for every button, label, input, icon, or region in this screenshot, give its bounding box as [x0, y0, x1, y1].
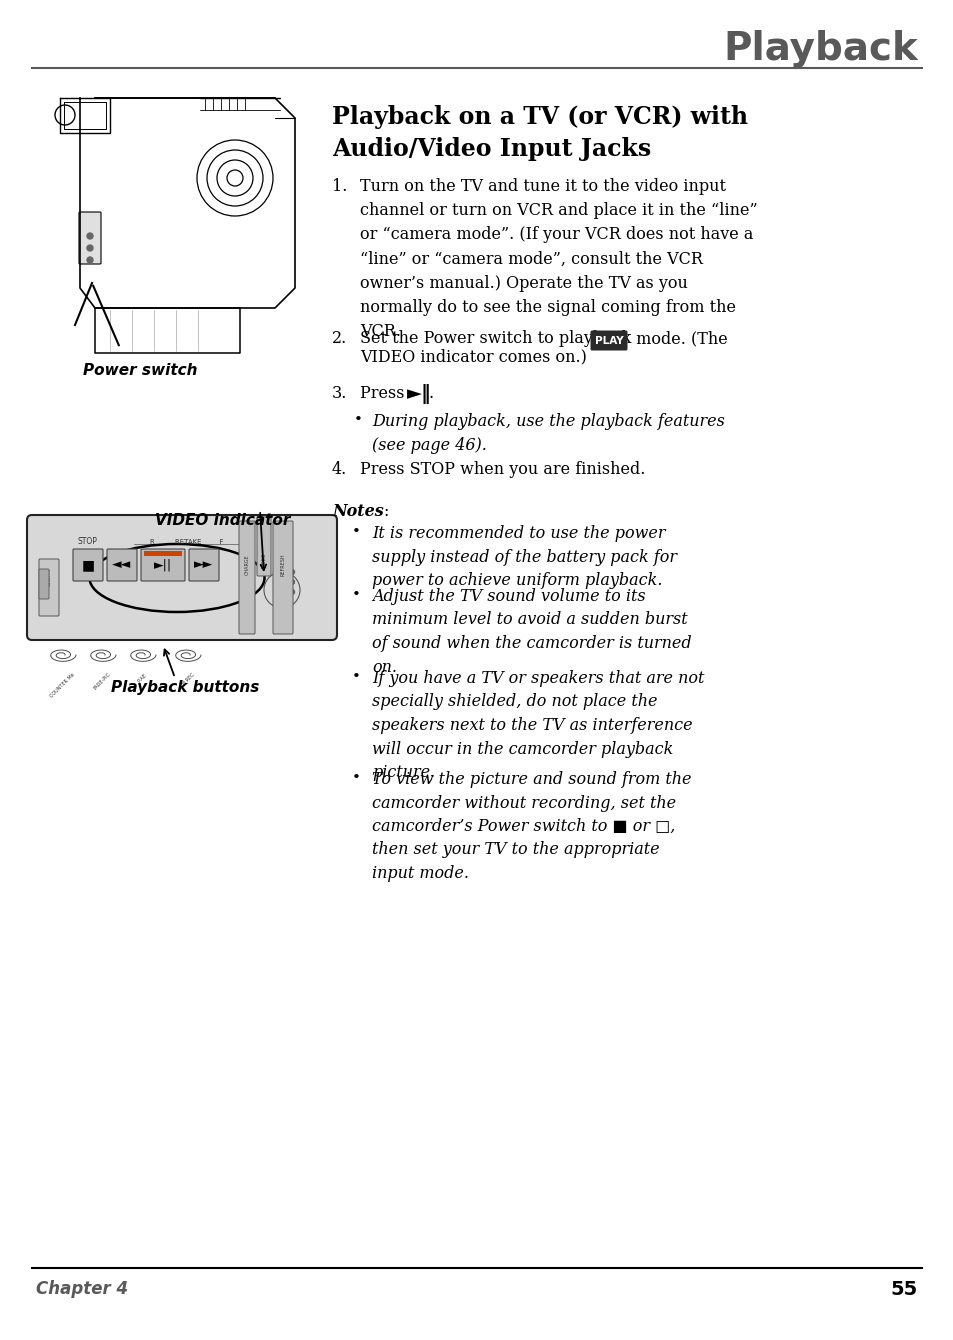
- Text: PLAY: PLAY: [594, 335, 622, 346]
- Text: 2.: 2.: [332, 330, 347, 347]
- Text: During playback, use the playback features
(see page 46).: During playback, use the playback featur…: [372, 413, 724, 453]
- Circle shape: [87, 257, 92, 263]
- Circle shape: [289, 570, 294, 575]
- Circle shape: [274, 570, 278, 575]
- Text: •: •: [352, 770, 360, 785]
- Text: Press STOP when you are finished.: Press STOP when you are finished.: [359, 461, 644, 478]
- Text: VIDEO: VIDEO: [261, 552, 266, 568]
- Text: Audio/Video Input Jacks: Audio/Video Input Jacks: [332, 137, 651, 161]
- Text: CHARGE: CHARGE: [244, 555, 250, 575]
- Text: Notes: Notes: [332, 502, 383, 520]
- Circle shape: [289, 590, 294, 595]
- Text: Playback on a TV (or VCR) with: Playback on a TV (or VCR) with: [332, 105, 747, 129]
- Circle shape: [281, 579, 286, 584]
- Circle shape: [281, 570, 286, 575]
- Text: .: .: [429, 385, 434, 402]
- Text: •: •: [352, 588, 360, 602]
- Text: ■: ■: [81, 557, 94, 572]
- Text: mode. (The: mode. (The: [630, 330, 727, 347]
- FancyBboxPatch shape: [27, 515, 336, 641]
- Text: ►||: ►||: [153, 559, 172, 571]
- Text: R         RETAKE        F: R RETAKE F: [150, 539, 224, 545]
- Text: LIGHT: LIGHT: [47, 568, 51, 587]
- FancyBboxPatch shape: [273, 521, 293, 634]
- Text: 4.: 4.: [332, 461, 347, 478]
- Text: FADE-PIC: FADE-PIC: [92, 671, 112, 691]
- FancyBboxPatch shape: [256, 517, 271, 576]
- Text: Turn on the TV and tune it to the video input
channel or turn on VCR and place i: Turn on the TV and tune it to the video …: [359, 178, 757, 340]
- Text: 1.: 1.: [332, 178, 347, 196]
- Text: ►‖: ►‖: [407, 385, 432, 403]
- Text: •: •: [354, 413, 362, 427]
- Text: 3.: 3.: [332, 385, 347, 402]
- Text: If you have a TV or speakers that are not
specially shielded, do not place the
s: If you have a TV or speakers that are no…: [372, 670, 703, 781]
- FancyBboxPatch shape: [239, 521, 254, 634]
- Text: To view the picture and sound from the
camcorder without recording, set the
camc: To view the picture and sound from the c…: [372, 770, 691, 882]
- Text: Playback: Playback: [722, 29, 917, 68]
- Text: COUNTER Me: COUNTER Me: [49, 671, 75, 698]
- FancyBboxPatch shape: [189, 549, 219, 582]
- Text: P-AE: P-AE: [136, 671, 148, 683]
- Circle shape: [274, 590, 278, 595]
- Text: •: •: [352, 670, 360, 683]
- FancyBboxPatch shape: [590, 331, 627, 351]
- FancyBboxPatch shape: [39, 570, 49, 599]
- FancyBboxPatch shape: [79, 212, 101, 264]
- Text: Set the Power switch to playback: Set the Power switch to playback: [359, 330, 636, 347]
- Text: CH REC: CH REC: [178, 671, 195, 689]
- Circle shape: [289, 579, 294, 584]
- Text: It is recommended to use the power
supply instead of the battery pack for
power : It is recommended to use the power suppl…: [372, 525, 677, 590]
- Text: Power switch: Power switch: [83, 363, 197, 378]
- Circle shape: [274, 579, 278, 584]
- Text: ►►: ►►: [194, 559, 213, 571]
- FancyBboxPatch shape: [144, 551, 182, 556]
- Text: ◄◄: ◄◄: [112, 559, 132, 571]
- Text: •: •: [352, 525, 360, 539]
- Text: REFRESH: REFRESH: [280, 553, 285, 576]
- Text: 55: 55: [890, 1280, 917, 1298]
- FancyBboxPatch shape: [73, 549, 103, 582]
- FancyBboxPatch shape: [141, 549, 185, 582]
- FancyBboxPatch shape: [39, 559, 59, 616]
- Text: STOP: STOP: [77, 537, 97, 547]
- Text: Adjust the TV sound volume to its
minimum level to avoid a sudden burst
of sound: Adjust the TV sound volume to its minimu…: [372, 588, 691, 675]
- Circle shape: [87, 245, 92, 251]
- Text: Chapter 4: Chapter 4: [36, 1280, 128, 1298]
- Circle shape: [281, 590, 286, 595]
- FancyBboxPatch shape: [107, 549, 137, 582]
- Text: VIDEO indicator comes on.): VIDEO indicator comes on.): [359, 348, 586, 364]
- Text: VIDEO indicator: VIDEO indicator: [154, 513, 290, 528]
- Circle shape: [87, 233, 92, 239]
- Text: Playback buttons: Playback buttons: [111, 679, 259, 695]
- Text: :: :: [382, 502, 388, 520]
- Text: Press: Press: [359, 385, 409, 402]
